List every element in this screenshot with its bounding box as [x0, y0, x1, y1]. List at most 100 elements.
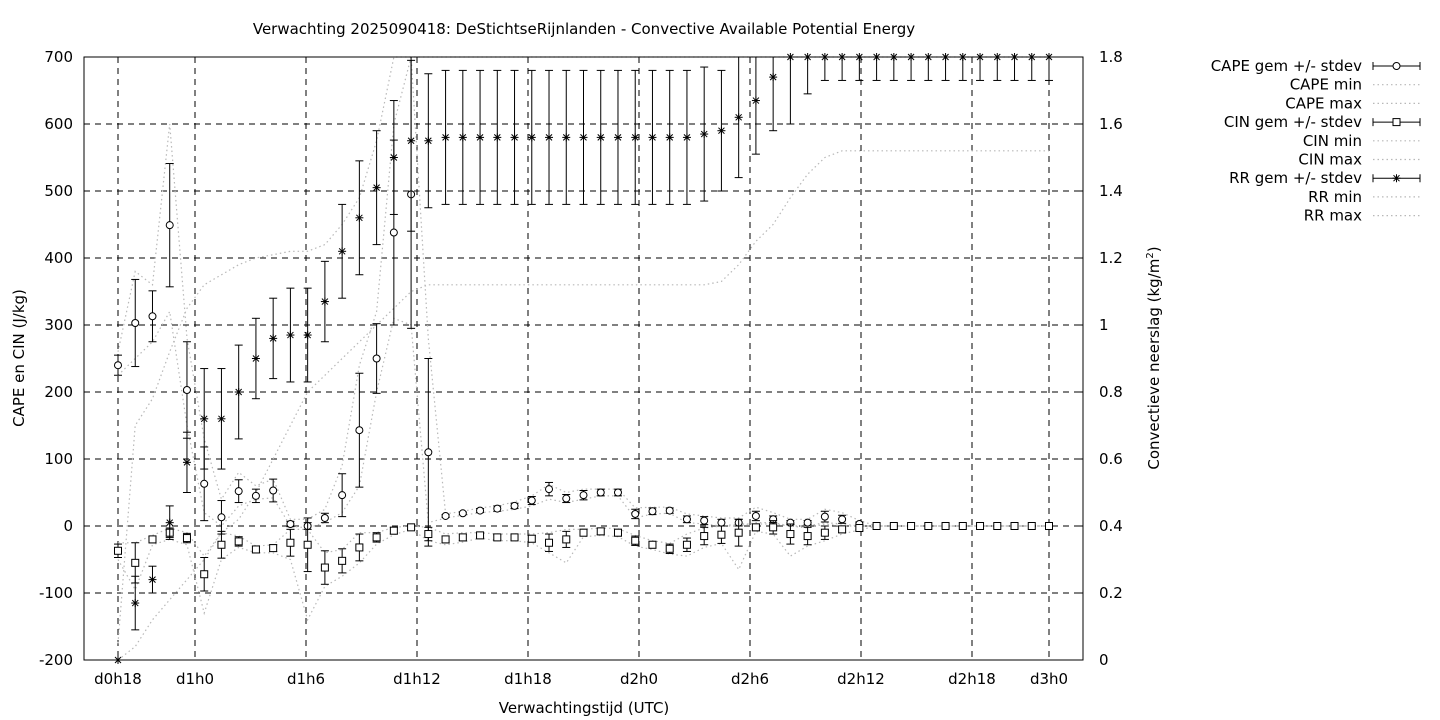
cin-point [631, 536, 640, 545]
cape-point [355, 426, 364, 435]
cin-point [924, 522, 933, 530]
cin-point [269, 544, 278, 553]
star-stroke [545, 134, 553, 141]
cape-point [441, 511, 450, 520]
y-tick-label: 500 [44, 182, 73, 200]
star-stroke [149, 576, 156, 583]
cape-point [493, 504, 502, 513]
star-stroke [511, 134, 518, 141]
cape-point [200, 479, 209, 488]
legend-marker [1392, 174, 1401, 183]
cape-point [234, 487, 243, 496]
star-stroke [700, 130, 708, 138]
chart-title: Verwachting 2025090418: DeStichtseRijnla… [253, 20, 915, 38]
legend-label: RR gem +/- stdev [1229, 169, 1362, 187]
cin-point [407, 523, 416, 532]
cin-point [251, 545, 260, 554]
star-stroke [183, 458, 191, 466]
y2-tick-label: 1.4 [1099, 182, 1123, 200]
cape-point [131, 318, 140, 327]
rr-point [441, 133, 450, 142]
cape-point [269, 486, 278, 495]
y2-tick-label: 0.4 [1099, 517, 1123, 535]
star-stroke [614, 134, 622, 141]
cape-point [700, 516, 709, 525]
rr-point [700, 130, 709, 139]
cape-point [476, 506, 485, 515]
cin-point [372, 533, 381, 542]
cape-point [579, 491, 588, 500]
rr-point [665, 133, 674, 142]
star-stroke [218, 415, 225, 423]
star-stroke [373, 184, 380, 192]
cin-point [958, 522, 967, 530]
rr-point [131, 599, 140, 608]
cin-point [717, 530, 726, 539]
cape-point [217, 513, 226, 522]
legend-label: RR max [1304, 207, 1362, 225]
y-tick-label: 600 [44, 115, 73, 133]
cin-point [562, 535, 571, 544]
y2-tick-label: 0 [1099, 651, 1109, 669]
rr-point [596, 133, 605, 142]
series [114, 53, 1053, 664]
rr-point [338, 247, 347, 256]
cin-point [424, 530, 433, 539]
cin-point [1010, 522, 1019, 530]
cin-point [286, 538, 295, 547]
x-tick-label: d2h12 [837, 670, 885, 688]
cape-point [148, 312, 157, 321]
y2-tick-label: 0.6 [1099, 450, 1123, 468]
cin-point [613, 528, 622, 537]
star-stroke [252, 355, 260, 362]
x-tick-label: d2h18 [948, 670, 996, 688]
y2-tick-label: 0.2 [1099, 584, 1123, 602]
rr-point [303, 331, 312, 340]
cape-point [320, 513, 329, 522]
rr-point [182, 458, 191, 467]
x-tick-label: d2h6 [731, 670, 769, 688]
cin-point [389, 526, 398, 535]
y-tick-label: 400 [44, 249, 73, 267]
star-stroke [131, 599, 139, 607]
cape-point [545, 485, 554, 494]
cin-point [820, 528, 829, 537]
cin-point [872, 522, 881, 530]
cin-point [751, 523, 760, 532]
star-stroke [442, 134, 449, 141]
cin-point [976, 522, 985, 530]
plot-frame [83, 56, 1084, 661]
y2-tick-label: 1.8 [1099, 48, 1123, 66]
y2-tick-label: 1.6 [1099, 115, 1123, 133]
cin-point [458, 533, 467, 542]
legend-label: CAPE gem +/- stdev [1211, 57, 1362, 75]
cin-point [131, 558, 140, 567]
cape-point [165, 221, 174, 230]
cin-point [510, 533, 519, 542]
cin-point [148, 535, 157, 544]
rr-point [355, 213, 364, 222]
legend-label: CAPE min [1290, 76, 1362, 94]
x-tick-label: d1h6 [287, 670, 325, 688]
star-stroke [166, 519, 174, 527]
y2-tick-label: 1 [1099, 316, 1109, 334]
cape-point [717, 518, 726, 527]
cape-point [114, 361, 122, 370]
rr-point [751, 96, 760, 105]
star-stroke [338, 247, 346, 255]
cin-point [855, 524, 864, 533]
rr-point [389, 153, 398, 162]
rr-point [372, 183, 381, 192]
rr-point [527, 133, 536, 142]
star-stroke [424, 137, 432, 145]
star-stroke [407, 137, 415, 145]
cin-point [993, 522, 1002, 530]
x-tick-label: d1h12 [393, 670, 441, 688]
legend-label: CAPE max [1285, 94, 1362, 112]
x-tick-label: d3h0 [1030, 670, 1068, 688]
rr-point [613, 133, 622, 142]
axes: -200 -100 0 100 200 300 400 500 600 700 0 0.2 0.4 0.6… [39, 48, 1123, 688]
star-stroke [356, 214, 363, 222]
y-tick-label: 700 [44, 48, 73, 66]
